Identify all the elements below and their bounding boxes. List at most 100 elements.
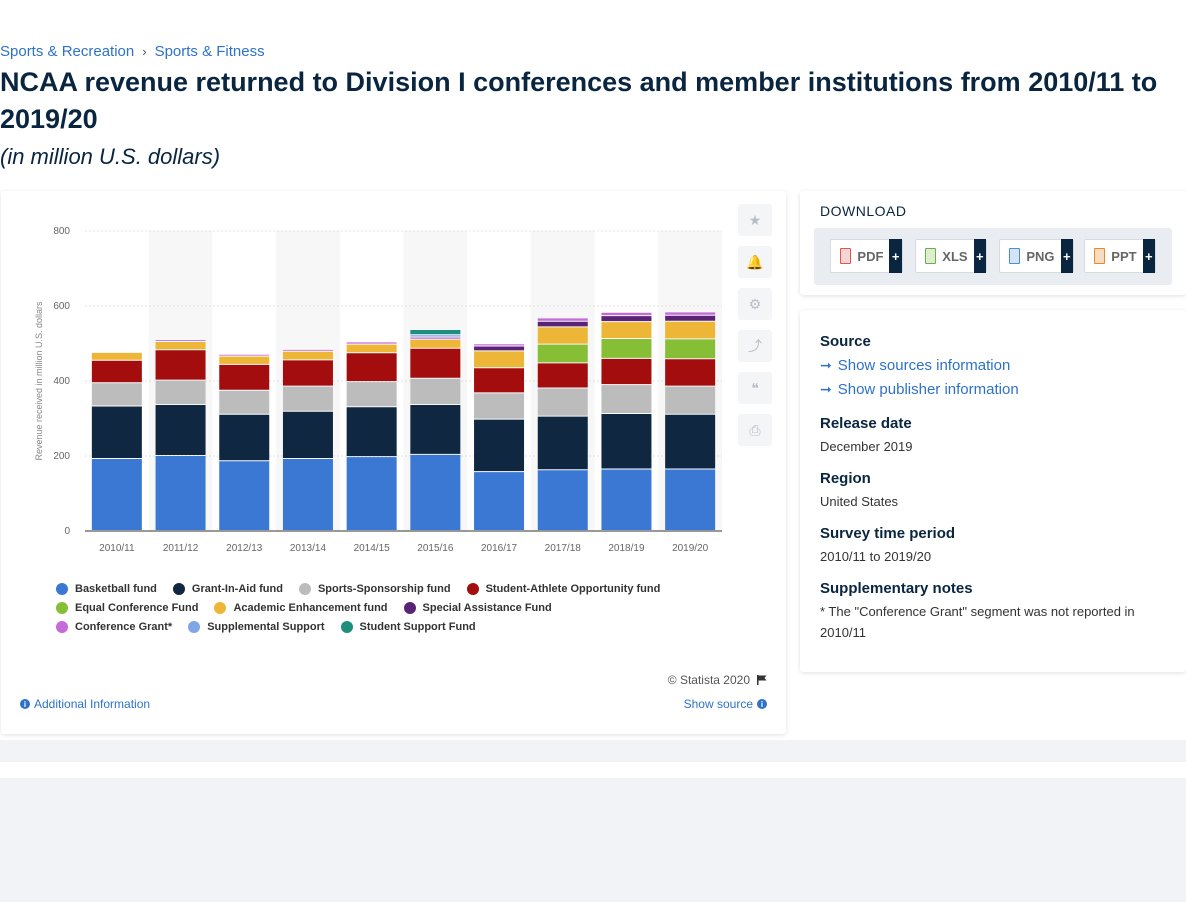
ppt-file-icon	[1094, 248, 1106, 264]
arrow-right-icon: ➞	[820, 381, 832, 397]
quote-icon[interactable]: ❝	[738, 372, 772, 404]
flag-icon[interactable]	[756, 674, 768, 686]
bar-segment-7	[474, 344, 525, 346]
plus-icon: +	[1142, 239, 1155, 273]
show-source-label: Show source	[683, 697, 753, 711]
plus-icon: +	[1060, 239, 1073, 273]
legend-swatch	[56, 582, 68, 595]
region-value: United States	[820, 494, 899, 509]
print-icon[interactable]: ⎙	[738, 414, 772, 446]
legend-swatch	[56, 601, 68, 614]
x-tick-label: 2019/20	[672, 543, 709, 554]
stacked-bar-chart: 0 200 400 600 800 Revenue received in million…	[34, 226, 722, 554]
arrow-right-icon: ➞	[820, 357, 832, 373]
legend-item[interactable]: Supplemental Support	[188, 620, 325, 633]
legend-label: Conference Grant*	[75, 620, 173, 633]
chart-card: 0 200 400 600 800 Revenue received in million…	[1, 191, 786, 734]
chart-toolbar: ★ 🔔 ⚙ ⤴ ❝ ⎙	[738, 204, 772, 446]
show-sources-label: Show sources information	[837, 357, 1011, 374]
bar-segment-9	[410, 330, 461, 335]
ppt-label: PPT	[1111, 248, 1137, 264]
download-png-button[interactable]: PNG +	[999, 239, 1074, 273]
bar-segment-0	[346, 457, 397, 530]
legend-item[interactable]: Equal Conference Fund	[56, 601, 198, 614]
show-sources-link[interactable]: ➞ Show sources information	[820, 357, 1010, 374]
additional-information-label: Additional Information	[34, 697, 151, 711]
bar-segment-6	[474, 346, 525, 351]
gear-icon[interactable]: ⚙	[738, 288, 772, 320]
release-date-label: Release date	[820, 415, 912, 432]
bar-segment-0	[474, 472, 525, 530]
bar-segment-7	[282, 349, 333, 351]
bar-segment-5	[665, 321, 716, 339]
bar-segment-3	[155, 350, 206, 380]
bar-segment-2	[410, 378, 461, 404]
bar-segment-5	[282, 351, 333, 360]
breadcrumb-item-sports-recreation[interactable]: Sports & Recreation	[0, 43, 135, 60]
legend-item[interactable]: Basketball fund	[56, 582, 157, 595]
bar-segment-1	[474, 419, 525, 472]
xls-label: XLS	[942, 248, 968, 264]
bar-segment-0	[410, 454, 461, 530]
download-ppt-button[interactable]: PPT +	[1084, 239, 1156, 273]
bar-segment-5	[346, 344, 397, 353]
show-publisher-link[interactable]: ➞ Show publisher information	[820, 381, 1019, 398]
page-subtitle: (in million U.S. dollars)	[0, 144, 221, 169]
supplementary-notes-label: Supplementary notes	[820, 580, 973, 597]
legend-item[interactable]: Special Assistance Fund	[403, 601, 552, 614]
bar-segment-2	[601, 385, 652, 413]
download-pdf-button[interactable]: PDF +	[830, 239, 903, 273]
y-axis-label: Revenue received in million U.S. dollars	[34, 301, 44, 461]
legend-item[interactable]: Student Support Fund	[340, 620, 476, 633]
bar-segment-7	[537, 318, 588, 321]
x-tick-label: 2011/12	[163, 543, 199, 554]
bar-segment-1	[665, 414, 716, 469]
y-tick-label: 600	[53, 301, 70, 312]
bar-segment-0	[665, 469, 716, 530]
x-tick-label: 2013/14	[290, 543, 327, 554]
legend-label: Academic Enhancement fund	[233, 601, 388, 614]
bar-segment-5	[474, 351, 525, 368]
additional-information-link[interactable]: i Additional Information	[20, 697, 150, 711]
bar-segment-4	[601, 339, 652, 358]
legend-row: Conference Grant* Supplemental Support Stu…	[56, 617, 746, 636]
legend-label: Basketball fund	[75, 582, 157, 595]
legend-swatch	[188, 620, 201, 633]
bar-segment-5	[410, 339, 461, 348]
legend-item[interactable]: Student-Athlete Opportunity fund	[466, 582, 661, 595]
breadcrumb-item-sports-fitness[interactable]: Sports & Fitness	[154, 43, 265, 60]
show-source-link[interactable]: Show source i	[684, 697, 767, 711]
bar-segment-4	[665, 339, 716, 359]
y-tick-label: 0	[64, 526, 70, 537]
legend-item[interactable]: Sports-Sponsorship fund	[298, 582, 451, 595]
legend-item[interactable]: Grant-In-Aid fund	[172, 582, 283, 595]
bar-segment-5	[91, 352, 142, 360]
legend-item[interactable]: Academic Enhancement fund	[214, 601, 388, 614]
bar-segment-2	[282, 386, 333, 411]
source-label: Source	[820, 333, 871, 350]
bar-segment-0	[282, 459, 333, 530]
legend-item[interactable]: Conference Grant*	[56, 620, 173, 633]
y-tick-label: 800	[53, 226, 70, 237]
bar-segment-3	[91, 360, 142, 383]
bell-icon[interactable]: 🔔	[738, 246, 772, 278]
bar-segment-5	[601, 322, 652, 338]
x-tick-label: 2010/11	[99, 543, 135, 554]
x-tick-label: 2017/18	[545, 543, 582, 554]
legend-label: Student-Athlete Opportunity fund	[485, 582, 661, 595]
share-icon[interactable]: ⤴	[738, 330, 772, 362]
info-card: Source ➞ Show sources information ➞ Show…	[800, 310, 1186, 672]
bar-segment-3	[346, 353, 397, 382]
lower-section	[0, 740, 1186, 778]
bar-segment-1	[537, 416, 588, 470]
bar-segment-5	[155, 342, 206, 350]
legend-row: Equal Conference Fund Academic Enhancemen…	[56, 598, 746, 617]
png-label: PNG	[1026, 248, 1055, 264]
bar-segment-2	[665, 386, 716, 414]
bar-segment-3	[410, 348, 461, 378]
x-tick-label: 2014/15	[354, 543, 391, 554]
star-icon[interactable]: ★	[738, 204, 772, 236]
pdf-label: PDF	[857, 248, 884, 264]
bar-segment-2	[155, 380, 206, 404]
download-xls-button[interactable]: XLS +	[915, 239, 987, 273]
